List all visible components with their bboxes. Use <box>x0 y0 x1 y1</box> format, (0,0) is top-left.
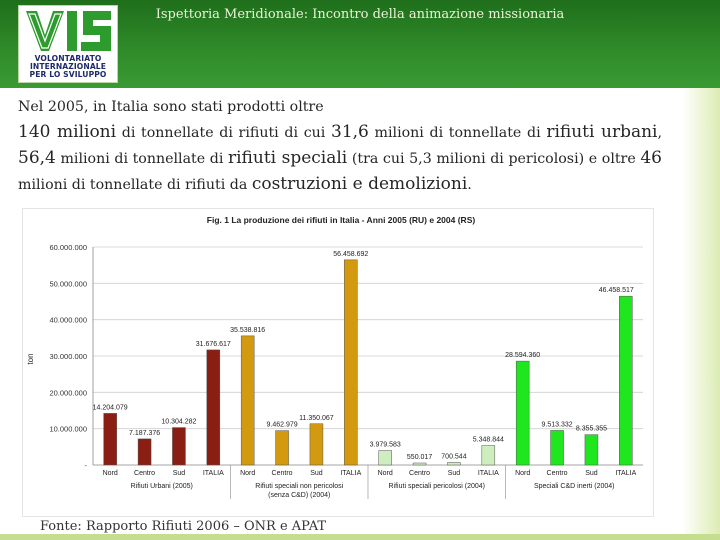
chart-bar <box>584 434 599 466</box>
x-category-label: Nord <box>378 470 393 477</box>
bar-value-label: 8.355.355 <box>576 426 607 433</box>
bar-value-label: 46.458.517 <box>599 287 634 294</box>
chart-bar <box>515 360 530 466</box>
bar-value-label: 28.594.360 <box>505 352 540 359</box>
chart-bar <box>481 445 496 466</box>
para-bold-2: 31,6 <box>331 122 369 142</box>
para-seg-6: (tra cui 5,3 milioni di pericolosi) e ol… <box>347 151 641 167</box>
group-label: Rifiuti Urbani (2005) <box>131 483 193 490</box>
waste-chart: Fig. 1 La produzione dei rifiuti in Ital… <box>22 208 654 517</box>
x-category-label: Centro <box>272 470 293 477</box>
chart-bar <box>206 349 221 466</box>
para-bold-7: costruzioni e demolizioni <box>251 174 468 194</box>
chart-y-axis-label: ton <box>26 353 35 364</box>
bar-value-label: 5.348.844 <box>473 437 504 444</box>
bar-value-label: 700.544 <box>441 453 466 460</box>
x-category-label: Sud <box>448 470 461 477</box>
group-label: Speciali C&D inerti (2004) <box>534 483 615 490</box>
chart-svg: Fig. 1 La produzione dei rifiuti in Ital… <box>26 215 643 499</box>
chart-bar <box>309 423 324 466</box>
para-bold-6: 46 <box>640 148 662 168</box>
bar-value-label: 11.350.067 <box>299 415 334 422</box>
chart-bar <box>619 295 633 466</box>
x-category-label: Sud <box>173 470 186 477</box>
chart-title: Fig. 1 La produzione dei rifiuti in Ital… <box>207 215 476 225</box>
y-tick-label: 30.000.000 <box>49 352 87 361</box>
chart-bar <box>412 462 427 466</box>
bar-value-label: 7.187.376 <box>129 430 160 437</box>
x-category-label: ITALIA <box>615 470 636 477</box>
para-seg-5: milioni di tonnellate di <box>55 151 228 167</box>
group-label: (senza C&D) (2004) <box>268 492 330 499</box>
x-category-label: ITALIA <box>203 470 224 477</box>
chart-bar <box>103 413 117 466</box>
bar-value-label: 9.513.332 <box>541 421 572 428</box>
para-seg-4: , <box>657 125 662 141</box>
group-label: Rifiuti speciali non pericolosi <box>255 483 343 490</box>
bar-value-label: 9.462.979 <box>266 422 297 429</box>
para-seg-1: Nel 2005, in Italia sono stati prodotti … <box>18 99 324 115</box>
para-bold-3: rifiuti urbani <box>546 122 658 142</box>
y-tick-label: 10.000.000 <box>49 425 87 434</box>
x-category-label: ITALIA <box>340 470 361 477</box>
x-category-label: Nord <box>515 470 530 477</box>
vis-logo: VOLONTARIATO INTERNAZIONALE PER LO SVILU… <box>18 5 118 83</box>
chart-bar <box>344 259 358 466</box>
chart-bar <box>137 438 152 466</box>
footer-band <box>0 534 720 540</box>
logo-line-2: INTERNAZIONALE <box>29 62 107 71</box>
x-category-label: Centro <box>409 470 430 477</box>
header-bar: Ispettoria Meridionale: Incontro della a… <box>0 0 720 88</box>
group-label: Rifiuti speciali pericolosi (2004) <box>389 483 486 490</box>
bar-value-label: 56.458.692 <box>333 251 368 258</box>
x-category-label: Nord <box>240 470 255 477</box>
logo-line-3: PER LO SVILUPPO <box>29 70 107 79</box>
para-bold-5: rifiuti speciali <box>227 148 348 168</box>
para-seg-3: milioni di tonnellate di <box>368 125 547 141</box>
x-category-label: Sud <box>310 470 323 477</box>
bar-value-label: 14.204.079 <box>93 404 128 411</box>
chart-bar <box>378 450 392 466</box>
x-category-label: Sud <box>585 470 598 477</box>
body-paragraph: Nel 2005, in Italia sono stati prodotti … <box>18 95 662 198</box>
chart-bar <box>240 335 255 466</box>
vis-logo-icon <box>26 11 111 51</box>
bar-value-label: 35.538.816 <box>230 327 265 334</box>
bar-value-label: 10.304.282 <box>161 419 196 426</box>
x-category-label: Centro <box>547 470 568 477</box>
page-title: Ispettoria Meridionale: Incontro della a… <box>155 7 565 22</box>
x-category-label: Nord <box>103 470 118 477</box>
chart-bar <box>550 430 564 466</box>
y-tick-label: - <box>85 461 88 470</box>
chart-bar <box>275 430 289 466</box>
source-citation: Fonte: Rapporto Rifiuti 2006 – ONR e APA… <box>40 519 327 534</box>
x-category-label: Centro <box>134 470 155 477</box>
para-bold-1: 140 milioni <box>18 122 117 142</box>
para-seg-8: . <box>467 177 472 193</box>
bar-value-label: 31.676.617 <box>196 341 231 348</box>
para-bold-4: 56,4 <box>18 148 56 168</box>
y-tick-label: 50.000.000 <box>49 279 87 288</box>
y-tick-label: 60.000.000 <box>49 243 87 252</box>
chart-bar <box>172 427 186 466</box>
chart-bar <box>447 462 461 466</box>
para-seg-2: di tonnellate di rifiuti di cui <box>116 125 331 141</box>
bar-value-label: 3.979.583 <box>370 442 401 449</box>
x-category-label: ITALIA <box>478 470 499 477</box>
y-tick-label: 40.000.000 <box>49 316 87 325</box>
bar-value-label: 550.017 <box>407 454 432 461</box>
logo-line-1: VOLONTARIATO <box>34 54 102 63</box>
para-seg-7: milioni di tonnellate di rifiuti da <box>18 177 252 193</box>
y-tick-label: 20.000.000 <box>49 388 87 397</box>
